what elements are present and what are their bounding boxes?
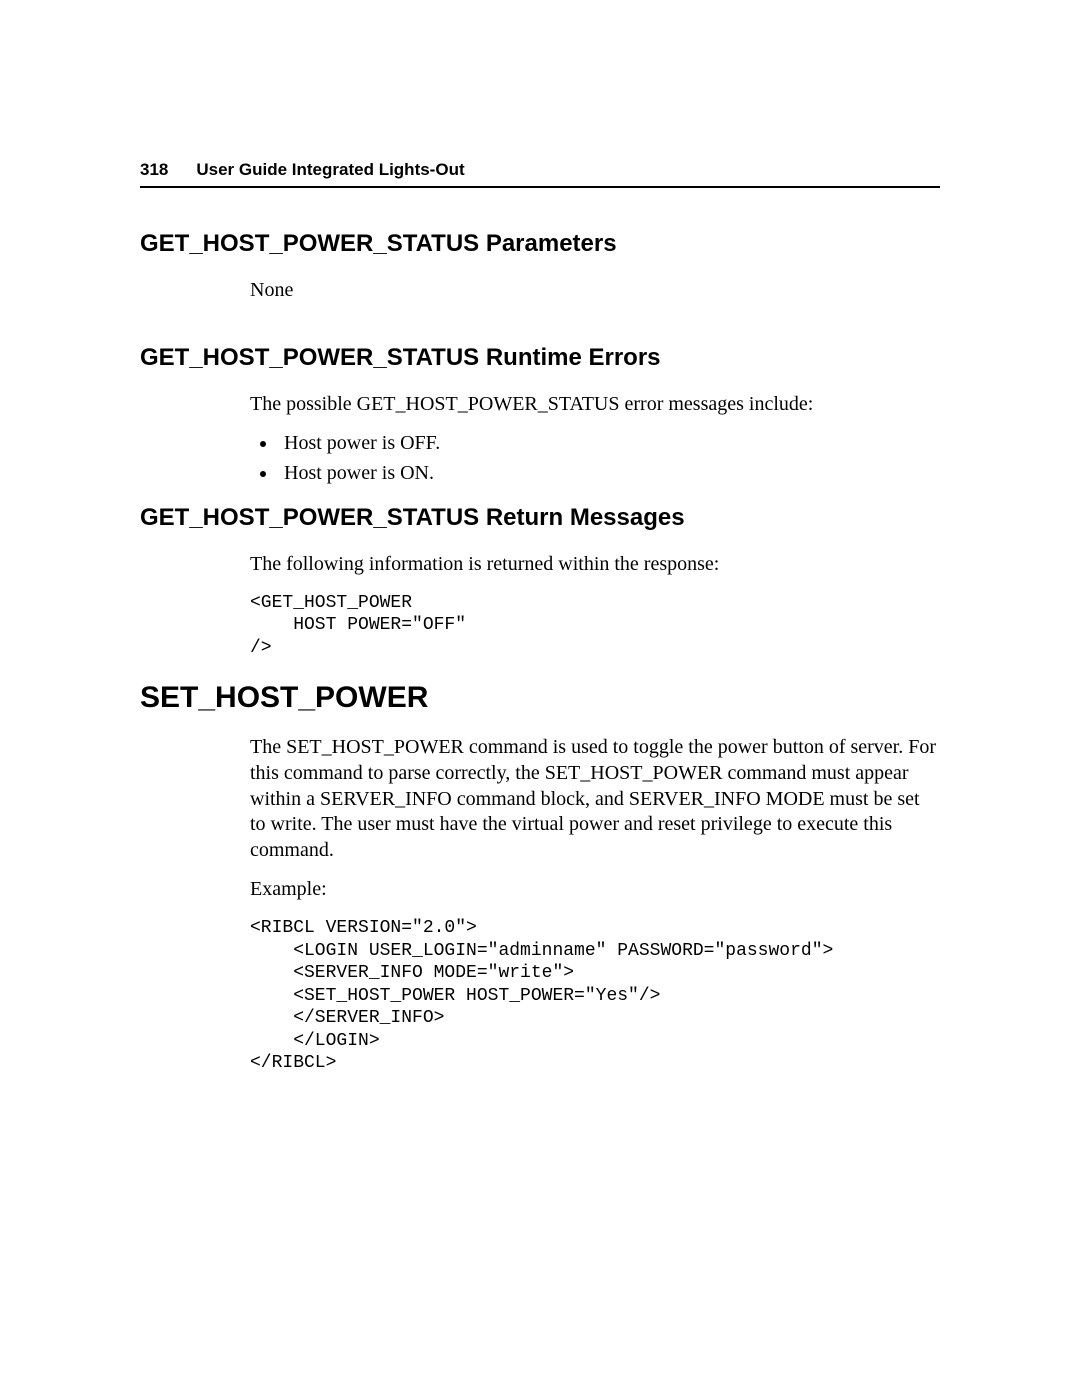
runtime-errors-list: Host power is OFF. Host power is ON. bbox=[250, 431, 940, 486]
parameters-body: None bbox=[250, 278, 940, 304]
section-heading-parameters: GET_HOST_POWER_STATUS Parameters bbox=[140, 230, 940, 258]
example-label: Example: bbox=[250, 877, 940, 903]
document-page: 318 User Guide Integrated Lights-Out GET… bbox=[0, 0, 1080, 1075]
header-title: User Guide Integrated Lights-Out bbox=[196, 160, 464, 180]
runtime-errors-intro: The possible GET_HOST_POWER_STATUS error… bbox=[250, 392, 940, 418]
list-item: Host power is ON. bbox=[278, 461, 940, 487]
section-heading-runtime-errors: GET_HOST_POWER_STATUS Runtime Errors bbox=[140, 344, 940, 372]
return-messages-body: The following information is returned wi… bbox=[250, 552, 940, 659]
parameters-text: None bbox=[250, 278, 940, 304]
section-heading-set-host-power: SET_HOST_POWER bbox=[140, 681, 940, 715]
section-heading-return-messages: GET_HOST_POWER_STATUS Return Messages bbox=[140, 504, 940, 532]
runtime-errors-body: The possible GET_HOST_POWER_STATUS error… bbox=[250, 392, 940, 487]
set-host-power-code: <RIBCL VERSION="2.0"> <LOGIN USER_LOGIN=… bbox=[250, 917, 940, 1075]
list-item: Host power is OFF. bbox=[278, 431, 940, 457]
return-messages-intro: The following information is returned wi… bbox=[250, 552, 940, 578]
set-host-power-description: The SET_HOST_POWER command is used to to… bbox=[250, 735, 940, 863]
set-host-power-body: The SET_HOST_POWER command is used to to… bbox=[250, 735, 940, 1074]
page-number: 318 bbox=[140, 160, 168, 180]
return-messages-code: <GET_HOST_POWER HOST POWER="OFF" /> bbox=[250, 592, 940, 660]
running-header: 318 User Guide Integrated Lights-Out bbox=[140, 160, 940, 188]
